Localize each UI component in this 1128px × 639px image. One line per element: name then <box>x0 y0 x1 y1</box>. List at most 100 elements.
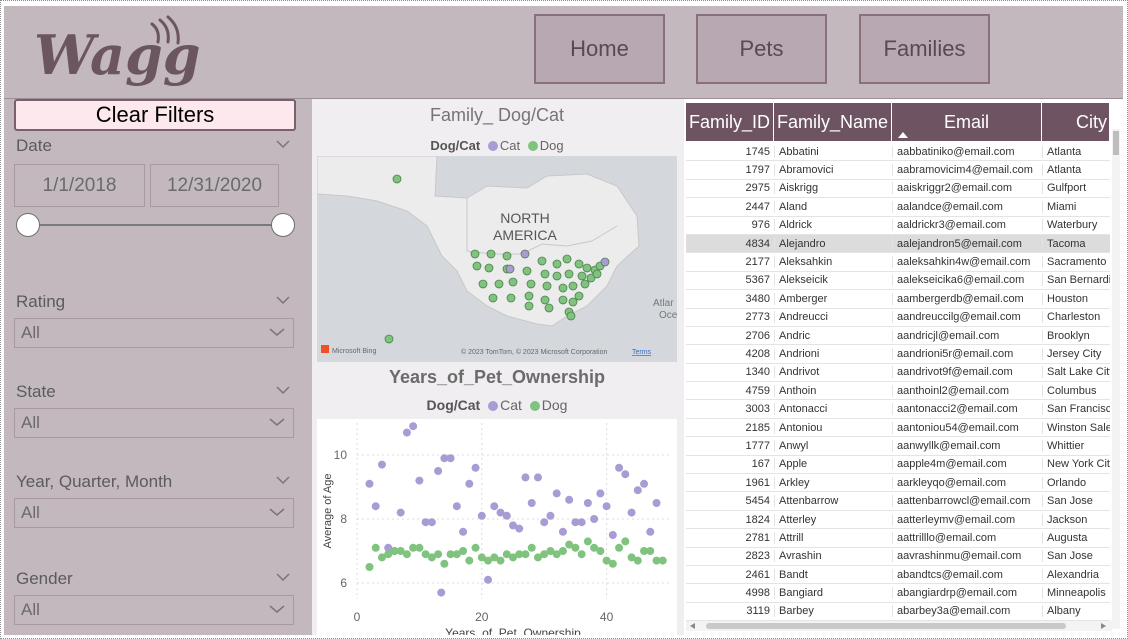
cat-point[interactable] <box>590 515 599 523</box>
scroll-left-icon[interactable] <box>690 623 696 629</box>
map-pin[interactable] <box>564 269 574 279</box>
dog-point[interactable] <box>571 543 580 552</box>
map-pin[interactable] <box>522 266 532 276</box>
cat-point[interactable] <box>396 508 405 517</box>
table-row[interactable]: 4998 Bangiard abangiardrp@email.com Minneap… <box>686 584 1110 603</box>
cat-point[interactable] <box>608 531 617 539</box>
map-pin[interactable] <box>526 279 536 289</box>
table-row[interactable]: 3003 Antonacci aantonacci2@email.com San Fr… <box>686 400 1110 419</box>
cat-point[interactable] <box>615 463 624 472</box>
cat-point[interactable] <box>577 518 586 527</box>
state-dropdown[interactable]: All <box>14 408 294 438</box>
scatter-chart[interactable]: 6 8 10 0 20 40 Years_of_Pet_Ownership Average o… <box>317 419 677 639</box>
cat-point[interactable] <box>471 463 480 472</box>
dog-point[interactable] <box>409 543 418 552</box>
cat-point[interactable] <box>437 588 446 597</box>
table-row[interactable]: 4208 Andrioni aandrioni5r@email.com Jersey … <box>686 345 1110 364</box>
dog-point[interactable] <box>384 550 393 559</box>
date-slider-end-handle[interactable] <box>271 213 295 237</box>
dog-point[interactable] <box>640 547 649 555</box>
dog-point[interactable] <box>471 543 480 552</box>
cat-point[interactable] <box>602 502 611 511</box>
dog-point[interactable] <box>496 556 505 565</box>
cat-point[interactable] <box>558 527 567 536</box>
map-pin[interactable] <box>505 264 515 274</box>
dog-point[interactable] <box>652 556 661 565</box>
map-pin[interactable] <box>494 279 504 289</box>
dog-point[interactable] <box>658 556 667 565</box>
dog-point[interactable] <box>365 563 374 571</box>
cat-point[interactable] <box>434 467 443 475</box>
table-row[interactable]: 1745 Abbatini aabbatiniko@email.com Atlanta <box>686 143 1110 162</box>
dog-point[interactable] <box>596 547 605 555</box>
table-row[interactable]: 1797 Abramovici aabramovicim4@email.com Atl… <box>686 161 1110 180</box>
map-pin[interactable] <box>540 269 550 279</box>
year-quarter-month-dropdown[interactable]: All <box>14 498 294 528</box>
date-end-input[interactable]: 12/31/2020 <box>150 164 279 207</box>
map-dots[interactable] <box>384 174 610 344</box>
chevron-down-icon[interactable] <box>276 295 290 309</box>
table-row[interactable]: 4834 Alejandro aalejandron5@email.com Tacom… <box>686 234 1110 254</box>
table-row[interactable]: 1340 Andrivot aandrivot9f@email.com Salt La… <box>686 364 1110 383</box>
dog-point[interactable] <box>415 543 424 552</box>
nav-pets-button[interactable]: Pets <box>696 14 827 84</box>
column-header-family-id[interactable]: Family_ID <box>686 103 774 141</box>
dog-point[interactable] <box>602 556 611 565</box>
dog-point[interactable] <box>533 553 542 562</box>
cat-point[interactable] <box>646 527 655 536</box>
cat-point[interactable] <box>477 511 486 520</box>
map-pin[interactable] <box>582 263 592 273</box>
cat-point[interactable] <box>627 508 636 517</box>
column-header-city[interactable]: City <box>1042 103 1110 141</box>
map-pin[interactable] <box>542 281 552 291</box>
dog-point[interactable] <box>615 543 624 552</box>
map-pin[interactable] <box>384 334 394 344</box>
dog-point[interactable] <box>477 553 486 562</box>
dog-point[interactable] <box>402 550 411 559</box>
table-row[interactable]: 4759 Anthoin aanthoinl2@email.com Columbus <box>686 382 1110 401</box>
dog-point[interactable] <box>427 553 436 562</box>
dog-point[interactable] <box>452 550 461 559</box>
table-row[interactable]: 2706 Andric aandricjl@email.com Brooklyn <box>686 327 1110 346</box>
map-pin[interactable] <box>568 281 578 291</box>
dog-point[interactable] <box>577 550 586 559</box>
cat-point[interactable] <box>440 454 449 463</box>
map-pin[interactable] <box>392 174 402 184</box>
dog-point[interactable] <box>521 550 530 559</box>
cat-point[interactable] <box>490 502 499 511</box>
dog-point[interactable] <box>440 559 449 568</box>
cat-point[interactable] <box>502 511 511 520</box>
cat-point[interactable] <box>496 508 505 517</box>
table-row[interactable]: 976 Aldrick aaldrickr3@email.com Waterbury <box>686 217 1110 235</box>
cat-point[interactable] <box>633 486 642 495</box>
map-pin[interactable] <box>586 273 596 283</box>
map-pin[interactable] <box>574 291 584 301</box>
map-pin[interactable] <box>558 283 568 293</box>
map-pin[interactable] <box>472 261 482 271</box>
dog-point[interactable] <box>633 556 642 565</box>
cat-point[interactable] <box>621 470 630 479</box>
scroll-thumb[interactable] <box>1113 131 1119 155</box>
dog-point[interactable] <box>565 540 574 549</box>
date-slider-track[interactable] <box>26 224 282 226</box>
table-row[interactable]: 5367 Alekseicik aalekseicika6@email.com San… <box>686 272 1110 291</box>
map-pin[interactable] <box>558 295 568 305</box>
scroll-right-icon[interactable] <box>1100 623 1106 629</box>
dog-point[interactable] <box>377 553 386 562</box>
cat-point[interactable] <box>465 479 474 488</box>
table-row[interactable]: 2773 Andreucci aandreuccilg@email.com Charl… <box>686 309 1110 327</box>
map-pin[interactable] <box>484 263 494 273</box>
cat-point[interactable] <box>540 518 549 527</box>
cat-point[interactable] <box>446 454 455 463</box>
map-pin[interactable] <box>488 293 498 303</box>
column-header-email[interactable]: Email <box>892 103 1042 141</box>
dog-point[interactable] <box>509 553 517 562</box>
dog-point[interactable] <box>490 553 499 562</box>
map-pin[interactable] <box>486 249 496 259</box>
cat-point[interactable] <box>409 422 418 431</box>
dog-point[interactable] <box>434 550 443 559</box>
cat-point[interactable] <box>652 499 661 507</box>
nav-families-button[interactable]: Families <box>859 14 990 84</box>
nav-home-button[interactable]: Home <box>534 14 665 84</box>
table-row[interactable]: 2461 Bandt abandtcs@email.com Alexandria <box>686 566 1110 585</box>
